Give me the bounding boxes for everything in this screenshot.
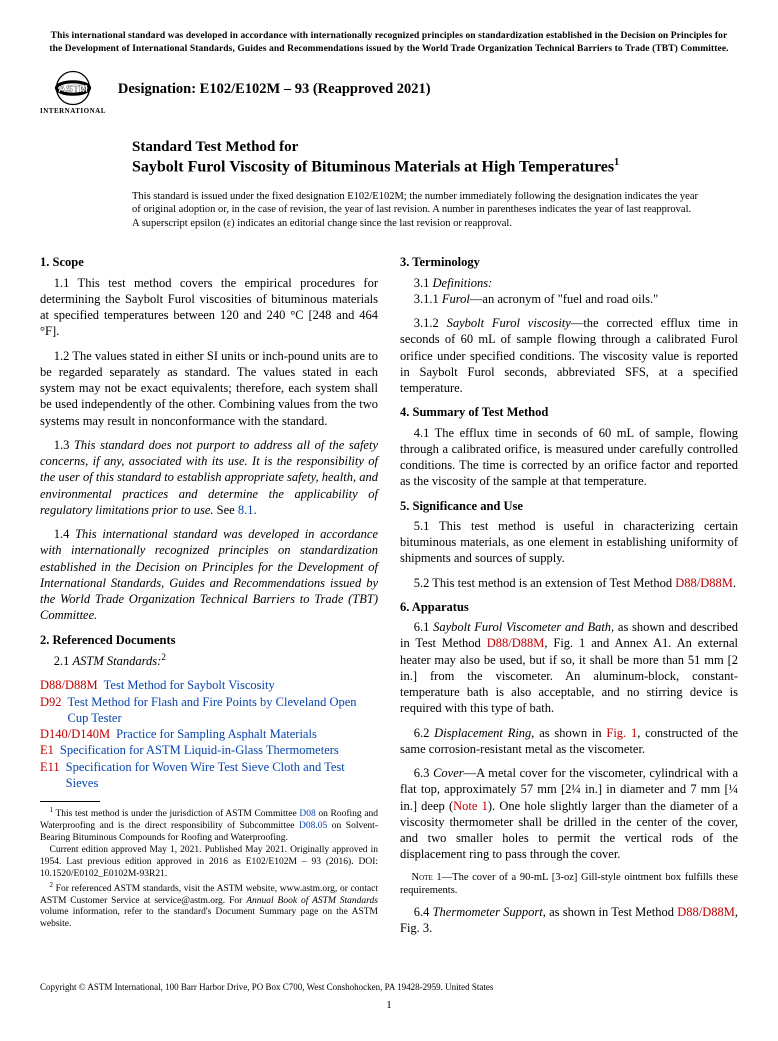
p-1-3: 1.3 This standard does not purport to ad… <box>40 437 378 518</box>
logo-word: INTERNATIONAL <box>40 107 106 116</box>
link-d88[interactable]: D88/D88M <box>675 576 733 590</box>
ref-item: E11 Specification for Woven Wire Test Sie… <box>40 759 378 792</box>
footnote-rule <box>40 801 100 802</box>
link-fig1[interactable]: Fig. 1 <box>606 726 637 740</box>
p-6-4: 6.4 Thermometer Support, as shown in Tes… <box>400 904 738 937</box>
link-d88-b[interactable]: D88/D88M <box>487 636 545 650</box>
ref-item: D92 Test Method for Flash and Fire Points… <box>40 694 378 727</box>
link-note1[interactable]: Note 1 <box>453 799 488 813</box>
link-d0805[interactable]: D08.05 <box>299 821 327 831</box>
ref-title[interactable]: Test Method for Flash and Fire Points by… <box>68 694 378 727</box>
ref-item: D140/D140M Practice for Sampling Asphalt … <box>40 726 378 742</box>
designation-prefix: Designation: <box>118 81 200 97</box>
body-columns: 1. Scope 1.1 This test method covers the… <box>40 248 738 968</box>
p-5-1: 5.1 This test method is useful in charac… <box>400 518 738 567</box>
p-1-2: 1.2 The values stated in either SI units… <box>40 348 378 429</box>
svg-text:ASTM: ASTM <box>58 83 88 95</box>
ref-title[interactable]: Specification for Woven Wire Test Sieve … <box>66 759 378 792</box>
ref-code[interactable]: D92 <box>40 694 62 727</box>
p-3-1-2: 3.1.2 Saybolt Furol viscosity—the correc… <box>400 315 738 396</box>
note-1: Note 1—The cover of a 90-mL [3-oz] Gill-… <box>400 871 738 898</box>
section-6-head: 6. Apparatus <box>400 599 738 615</box>
p-6-3: 6.3 Cover—A metal cover for the viscomet… <box>400 765 738 863</box>
p-1-4: 1.4 This international standard was deve… <box>40 526 378 624</box>
section-5-head: 5. Significance and Use <box>400 498 738 514</box>
ref-item: E1 Specification for ASTM Liquid-in-Glass… <box>40 742 378 758</box>
designation-line: Designation: E102/E102M – 93 (Reapproved… <box>118 80 431 99</box>
astm-logo: ASTM INTERNATIONAL <box>40 70 106 116</box>
page-number: 1 <box>40 998 738 1012</box>
title-kicker: Standard Test Method for <box>132 138 738 158</box>
link-d88-c[interactable]: D88/D88M <box>677 905 735 919</box>
footnote-1: 1 This test method is under the jurisdic… <box>40 806 378 845</box>
ref-list: D88/D88M Test Method for Saybolt Viscosit… <box>40 677 378 791</box>
copyright-line: Copyright © ASTM International, 100 Barr… <box>40 982 738 994</box>
ref-title[interactable]: Specification for ASTM Liquid-in-Glass T… <box>60 742 339 758</box>
ref-code[interactable]: E11 <box>40 759 60 792</box>
ref-title[interactable]: Practice for Sampling Asphalt Materials <box>116 726 317 742</box>
footnote-2: 2 For referenced ASTM standards, visit t… <box>40 881 378 932</box>
p-3-1: 3.1 Definitions: <box>400 275 738 291</box>
p-6-2: 6.2 Displacement Ring, as shown in Fig. … <box>400 725 738 758</box>
p-3-1-1: 3.1.1 Furol—an acronym of "fuel and road… <box>400 291 738 307</box>
title-block: Standard Test Method for Saybolt Furol V… <box>132 138 738 178</box>
section-3-head: 3. Terminology <box>400 254 738 270</box>
title-main: Saybolt Furol Viscosity of Bituminous Ma… <box>132 157 738 177</box>
footnote-1b: Current edition approved May 1, 2021. Pu… <box>40 845 378 881</box>
p-2-1: 2.1 ASTM Standards:2 <box>40 652 378 669</box>
p-4-1: 4.1 The efflux time in seconds of 60 mL … <box>400 425 738 490</box>
designation-code: E102/E102M – 93 (Reapproved 2021) <box>200 81 431 97</box>
designation-row: ASTM INTERNATIONAL Designation: E102/E10… <box>40 70 738 116</box>
section-4-head: 4. Summary of Test Method <box>400 404 738 420</box>
link-8-1[interactable]: 8.1 <box>238 503 254 517</box>
ref-title[interactable]: Test Method for Saybolt Viscosity <box>104 677 275 693</box>
p-6-1: 6.1 Saybolt Furol Viscometer and Bath, a… <box>400 619 738 717</box>
section-1-head: 1. Scope <box>40 254 378 270</box>
ref-code[interactable]: E1 <box>40 742 54 758</box>
section-2-head: 2. Referenced Documents <box>40 632 378 648</box>
p-1-1: 1.1 This test method covers the empirica… <box>40 275 378 340</box>
ref-item: D88/D88M Test Method for Saybolt Viscosit… <box>40 677 378 693</box>
ref-code[interactable]: D88/D88M <box>40 677 98 693</box>
title-main-text: Saybolt Furol Viscosity of Bituminous Ma… <box>132 159 614 176</box>
link-d08[interactable]: D08 <box>299 809 315 819</box>
issue-note: This standard is issued under the fixed … <box>132 190 698 231</box>
p-5-2: 5.2 This test method is an extension of … <box>400 575 738 591</box>
ref-code[interactable]: D140/D140M <box>40 726 110 742</box>
tbt-header: This international standard was develope… <box>40 30 738 56</box>
